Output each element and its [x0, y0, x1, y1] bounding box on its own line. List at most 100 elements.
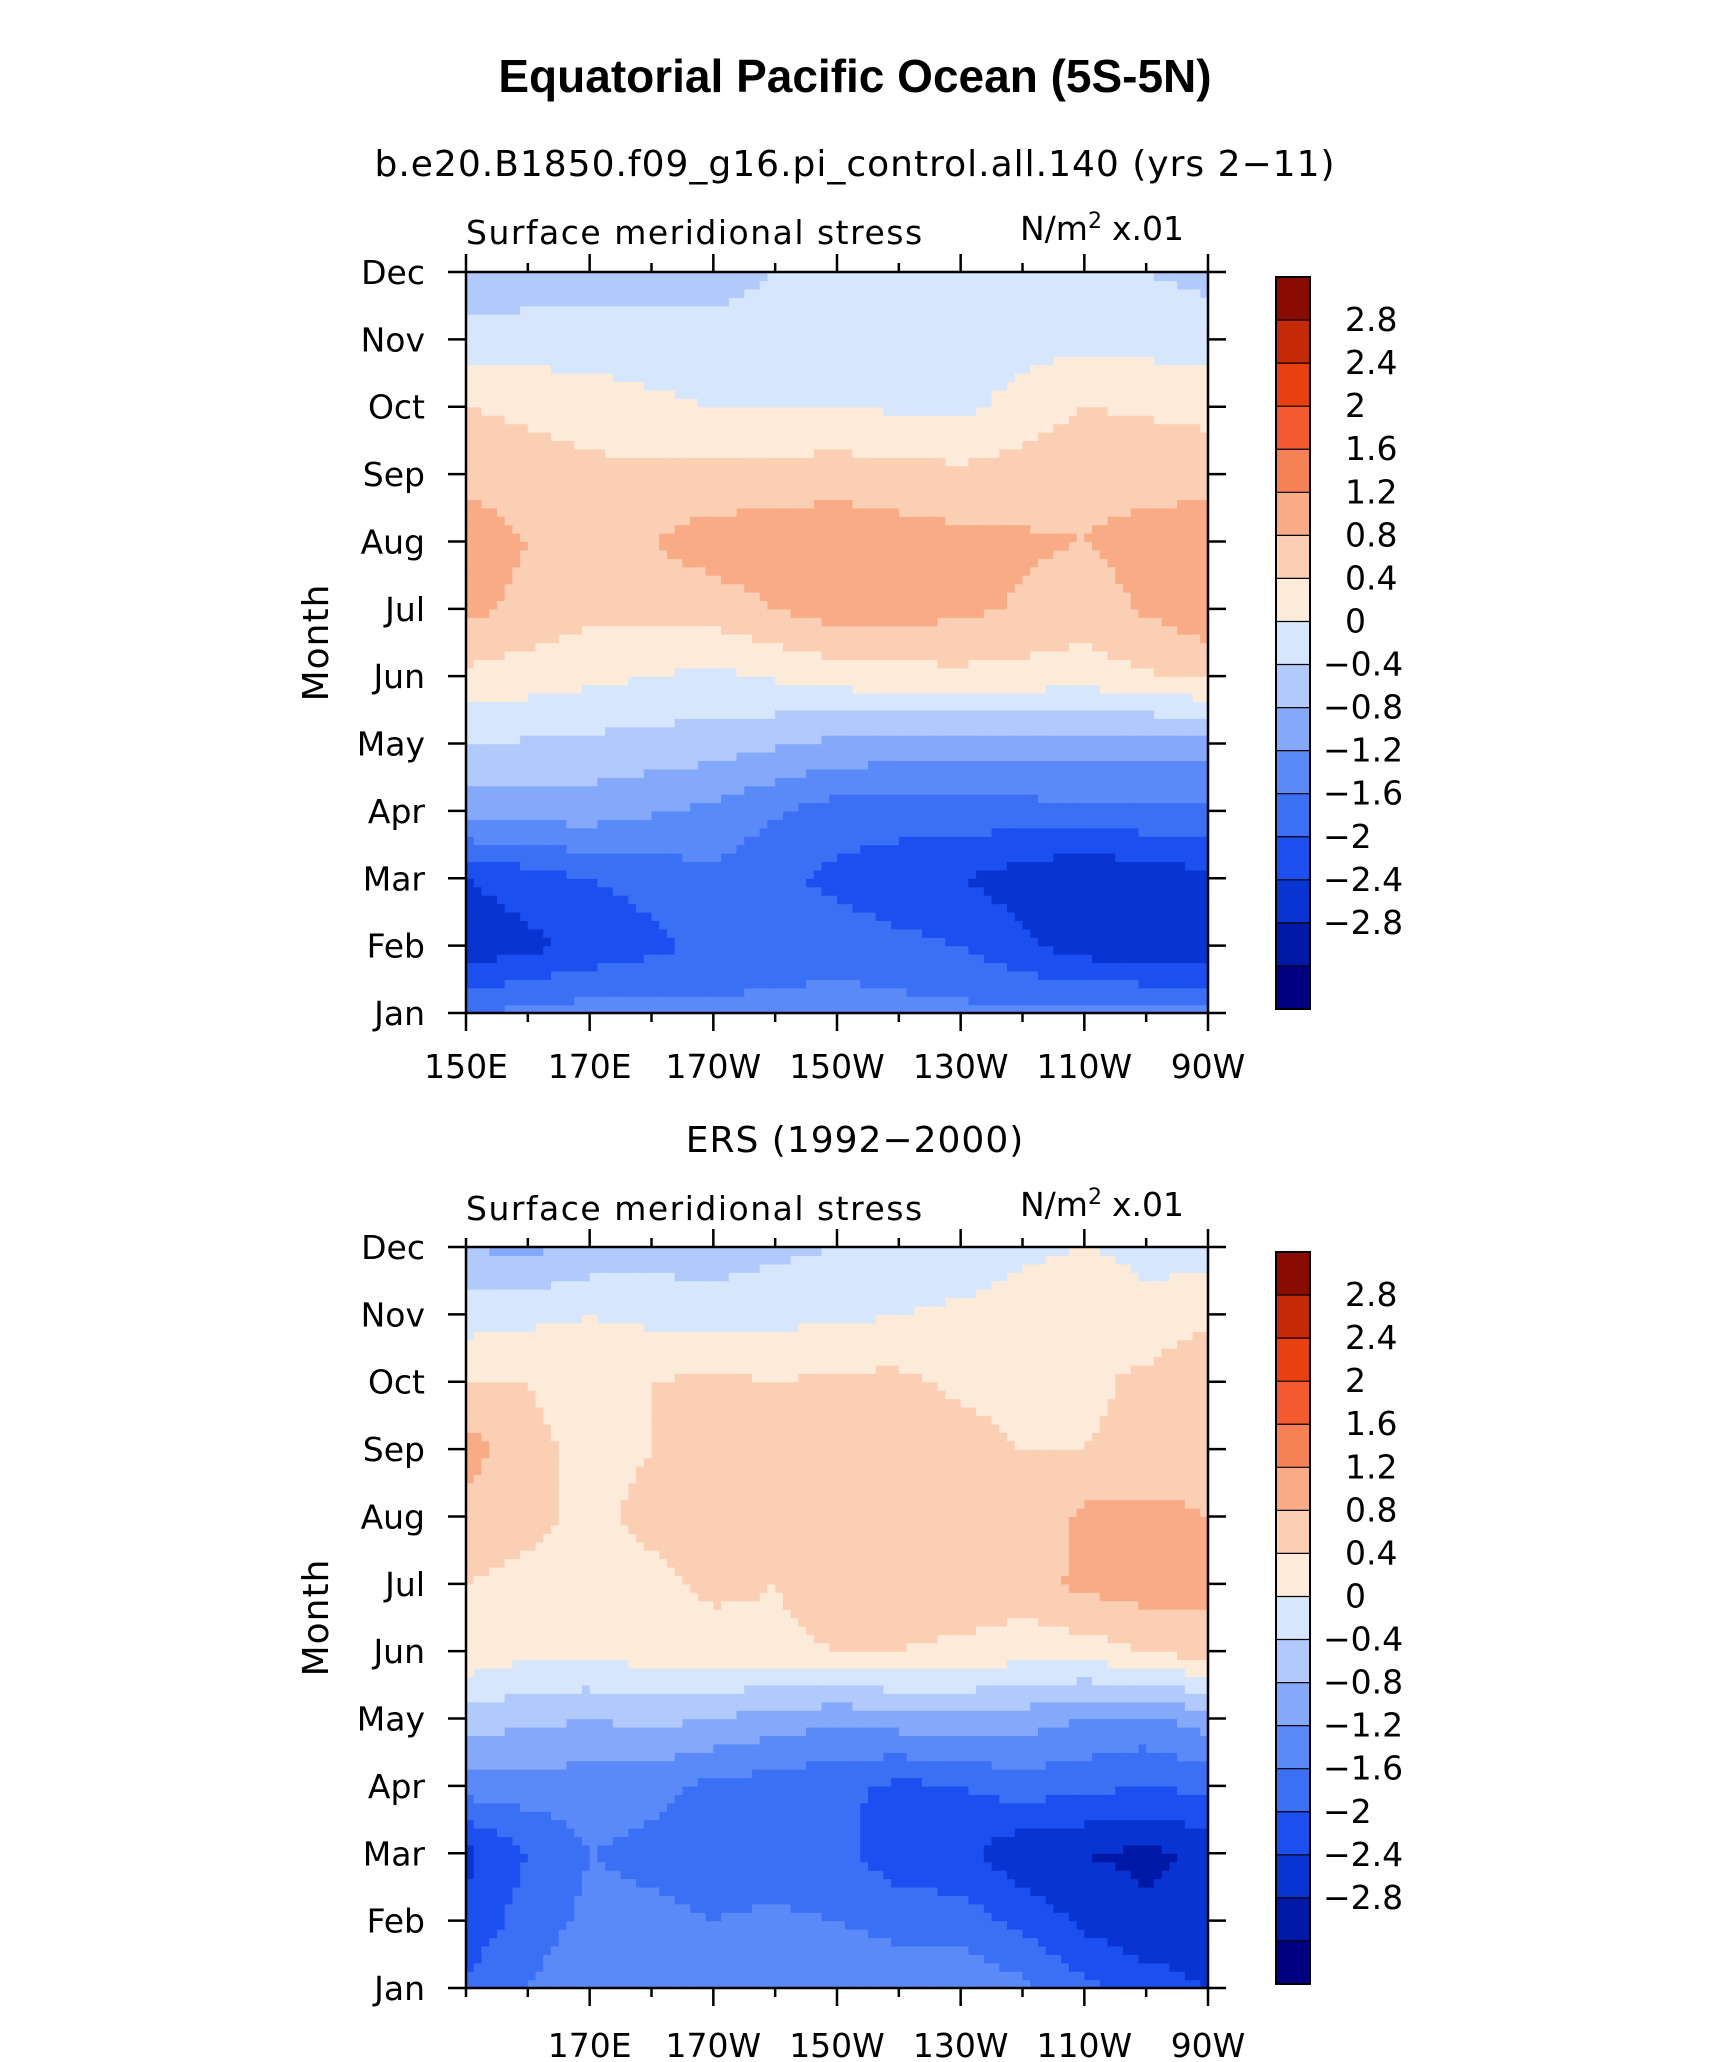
heatmap-cell: [512, 693, 521, 703]
heatmap-cell: [782, 954, 792, 964]
heatmap-cell: [1115, 802, 1124, 812]
heatmap-cell: [527, 684, 537, 694]
heatmap-cell: [1192, 583, 1201, 593]
heatmap-cell: [1169, 760, 1178, 770]
heatmap-cell: [651, 987, 660, 997]
heatmap-cell: [775, 709, 784, 719]
heatmap-cell: [829, 794, 838, 804]
heatmap-cell: [636, 676, 645, 686]
heatmap-cell: [999, 954, 1008, 964]
heatmap-cell: [566, 895, 575, 905]
heatmap-cell: [512, 794, 521, 804]
heatmap-cell: [891, 954, 900, 964]
heatmap-cell: [551, 819, 560, 829]
heatmap-cell: [1037, 861, 1047, 871]
heatmap-cell: [806, 642, 815, 652]
heatmap-cell: [1153, 777, 1163, 787]
heatmap-cell: [767, 642, 776, 652]
heatmap-cell: [1107, 575, 1116, 585]
heatmap-cell: [581, 743, 591, 753]
heatmap-cell: [1092, 869, 1101, 879]
heatmap-cell: [496, 617, 506, 627]
heatmap-cell: [844, 591, 854, 601]
heatmap-cell: [1061, 1004, 1070, 1013]
heatmap-cell: [1192, 962, 1201, 972]
heatmap-cell: [643, 911, 653, 921]
heatmap-cell: [751, 836, 761, 846]
heatmap-cell: [728, 878, 738, 888]
heatmap-cell: [1192, 617, 1201, 627]
heatmap-cell: [651, 819, 660, 829]
heatmap-cell: [1169, 591, 1178, 601]
heatmap-cell: [883, 676, 892, 686]
heatmap-cell: [697, 575, 707, 585]
heatmap-cell: [551, 634, 560, 644]
heatmap-cell: [566, 600, 575, 610]
heatmap-cell: [1161, 895, 1170, 905]
heatmap-cell: [875, 827, 884, 837]
heatmap-cell: [999, 735, 1008, 745]
heatmap-cell: [860, 802, 869, 812]
heatmap-cell: [597, 920, 606, 930]
heatmap-cell: [682, 768, 691, 778]
heatmap-cell: [1014, 861, 1024, 871]
heatmap-cell: [860, 667, 869, 677]
heatmap-cell: [512, 802, 521, 812]
heatmap-cell: [643, 827, 653, 837]
heatmap-cell: [821, 844, 830, 854]
heatmap-cell: [790, 676, 799, 686]
heatmap-cell: [543, 760, 552, 770]
heatmap-cell: [922, 785, 931, 795]
heatmap-cell: [960, 886, 969, 896]
heatmap-cell: [666, 726, 676, 736]
heatmap-cell: [481, 970, 490, 980]
heatmap-cell: [976, 625, 985, 635]
heatmap-cell: [1084, 869, 1093, 879]
heatmap-cell: [751, 608, 761, 618]
heatmap-cell: [597, 954, 606, 964]
heatmap-cell: [1099, 987, 1109, 997]
heatmap-cell: [976, 869, 985, 879]
heatmap-cell: [736, 987, 745, 997]
heatmap-cell: [1153, 869, 1163, 879]
heatmap-cell: [767, 608, 776, 618]
heatmap-cell: [767, 861, 776, 871]
heatmap-cell: [852, 861, 861, 871]
heatmap-cell: [1007, 701, 1016, 711]
heatmap-cell: [906, 735, 915, 745]
heatmap-cell: [821, 693, 830, 703]
heatmap-cell: [527, 794, 537, 804]
heatmap-cell: [481, 617, 490, 627]
heatmap-cell: [968, 903, 977, 913]
heatmap-cell: [937, 642, 946, 652]
heatmap-cell: [999, 962, 1008, 972]
heatmap-cell: [968, 987, 977, 997]
heatmap-cell: [852, 634, 861, 644]
heatmap-cell: [968, 861, 977, 871]
heatmap-cell: [527, 600, 537, 610]
heatmap-cell: [1122, 970, 1132, 980]
heatmap-cell: [751, 987, 761, 997]
heatmap-cell: [1122, 954, 1132, 964]
heatmap-cell: [558, 979, 568, 989]
heatmap-cell: [999, 853, 1008, 863]
heatmap-cell: [798, 701, 807, 711]
heatmap-cell: [612, 701, 622, 711]
heatmap-cell: [1153, 583, 1163, 593]
heatmap-cell: [1068, 743, 1078, 753]
heatmap-cell: [628, 819, 637, 829]
heatmap-cell: [697, 676, 707, 686]
heatmap-cell: [906, 676, 915, 686]
heatmap-cell: [566, 591, 575, 601]
heatmap-cell: [466, 979, 475, 989]
heatmap-cell: [636, 575, 645, 585]
heatmap-cell: [620, 785, 629, 795]
heatmap-cell: [821, 617, 830, 627]
heatmap-cell: [983, 600, 993, 610]
heatmap-cell: [1014, 802, 1024, 812]
heatmap-cell: [1161, 928, 1170, 938]
heatmap-cell: [566, 634, 575, 644]
heatmap-cell: [1022, 642, 1031, 652]
heatmap-cell: [612, 751, 622, 761]
heatmap-cell: [929, 667, 939, 677]
